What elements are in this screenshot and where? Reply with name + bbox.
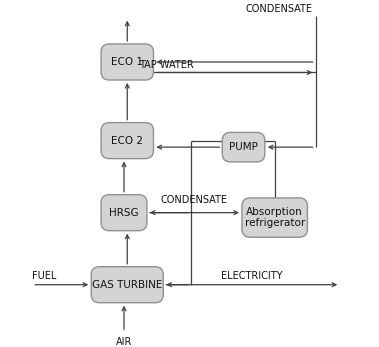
Text: ECO 2: ECO 2 — [111, 136, 143, 146]
FancyBboxPatch shape — [101, 44, 153, 80]
FancyBboxPatch shape — [101, 122, 153, 159]
Text: PUMP: PUMP — [229, 142, 258, 152]
Text: AIR: AIR — [116, 337, 132, 347]
Text: GAS TURBINE: GAS TURBINE — [92, 280, 163, 290]
Text: CONDENSATE: CONDENSATE — [161, 195, 228, 204]
Text: TAP WATER: TAP WATER — [139, 60, 194, 70]
Text: ECO 1: ECO 1 — [111, 57, 143, 67]
Text: FUEL: FUEL — [32, 271, 56, 280]
FancyBboxPatch shape — [101, 195, 147, 231]
Text: ELECTRICITY: ELECTRICITY — [221, 271, 282, 280]
Text: HRSG: HRSG — [109, 208, 139, 218]
FancyBboxPatch shape — [242, 198, 307, 237]
FancyBboxPatch shape — [91, 267, 163, 303]
FancyBboxPatch shape — [222, 133, 265, 162]
Text: CONDENSATE: CONDENSATE — [245, 4, 312, 14]
Text: Absorption
refrigerator: Absorption refrigerator — [244, 207, 305, 228]
